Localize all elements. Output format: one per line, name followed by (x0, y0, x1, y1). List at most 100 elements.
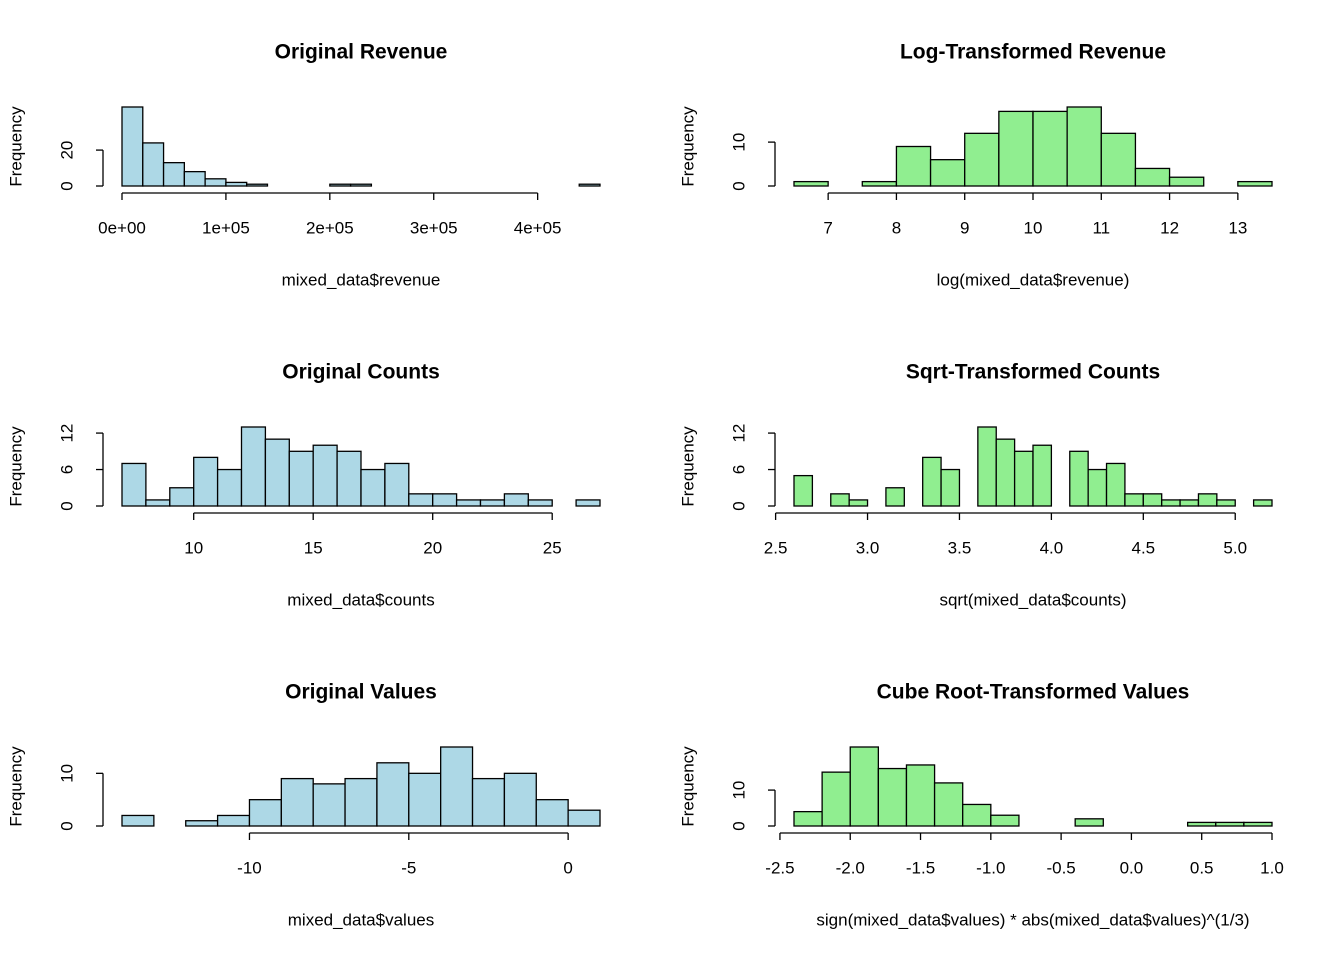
x-tick-label: 2.5 (764, 538, 788, 557)
x-tick-label: -1.0 (976, 858, 1005, 877)
bar (977, 426, 997, 507)
bar (384, 462, 410, 507)
bar (895, 145, 932, 187)
x-tick-label: -0.5 (1046, 858, 1075, 877)
bar (248, 799, 282, 827)
x-tick-label: 9 (960, 218, 969, 237)
y-tick-label: 6 (729, 465, 748, 474)
bar (1216, 499, 1236, 507)
bar (821, 771, 851, 827)
x-tick-label: 3e+05 (410, 218, 458, 237)
bar (408, 493, 434, 507)
y-tick-label: 10 (729, 781, 748, 800)
bar (793, 474, 814, 507)
bar (922, 456, 942, 507)
y-axis-label: Frequency (6, 426, 25, 507)
x-tick-label: -2.5 (765, 858, 794, 877)
bar (1013, 450, 1034, 507)
bar (142, 142, 165, 187)
y-tick-label: 6 (57, 465, 76, 474)
bar (336, 450, 362, 507)
bar (246, 183, 269, 187)
bar (225, 181, 248, 187)
bar (479, 499, 506, 507)
x-axis-label: log(mixed_data$revenue) (937, 270, 1130, 289)
y-tick-label: 10 (729, 133, 748, 152)
y-tick-label: 20 (57, 141, 76, 160)
bar (998, 110, 1034, 187)
x-tick-label: 13 (1228, 218, 1247, 237)
x-tick-label: 10 (1024, 218, 1043, 237)
x-tick-label: -10 (237, 858, 262, 877)
bar (216, 814, 251, 827)
bar (1134, 167, 1171, 187)
bar (1074, 818, 1104, 827)
y-tick-label: 0 (57, 181, 76, 190)
bar (169, 487, 195, 507)
bar (503, 493, 529, 507)
chart-title: Log-Transformed Revenue (900, 41, 1166, 64)
bar (185, 820, 219, 827)
bar (1087, 468, 1108, 507)
x-tick-label: 25 (543, 538, 562, 557)
bar (408, 772, 442, 827)
x-tick-label: 5.0 (1223, 538, 1247, 557)
bar (527, 499, 553, 507)
bar (849, 746, 880, 827)
bar (861, 180, 898, 187)
bar (1186, 821, 1217, 827)
bar (1105, 462, 1126, 507)
chart-title: Sqrt-Transformed Counts (906, 361, 1160, 384)
bar (964, 132, 1000, 187)
x-tick-label: 0.0 (1120, 858, 1144, 877)
y-axis-label: Frequency (6, 746, 25, 827)
bar (312, 783, 346, 827)
bar (288, 450, 314, 507)
bar (1032, 110, 1068, 187)
bar (885, 487, 905, 507)
y-tick-label: 0 (729, 181, 748, 190)
y-axis-label: Frequency (678, 746, 697, 827)
bar (793, 810, 823, 827)
chart-title: Original Counts (282, 361, 440, 384)
bar (877, 767, 908, 827)
bar (995, 438, 1016, 507)
y-tick-label: 0 (57, 501, 76, 510)
x-tick-label: 10 (184, 538, 203, 557)
x-tick-label: 4.5 (1131, 538, 1155, 557)
bar (121, 106, 144, 187)
bar (575, 499, 601, 507)
x-tick-label: 12 (1160, 218, 1179, 237)
bar (1032, 444, 1053, 507)
bar (349, 183, 373, 187)
bar (990, 814, 1020, 827)
bar (455, 499, 482, 507)
x-axis-label: mixed_data$counts (287, 590, 434, 609)
x-tick-label: 0e+00 (98, 218, 146, 237)
bar (432, 493, 458, 507)
bar (830, 493, 850, 507)
y-tick-label: 12 (57, 424, 76, 443)
y-tick-label: 0 (57, 821, 76, 830)
bar (940, 468, 961, 507)
bar (1252, 499, 1273, 507)
x-tick-label: 11 (1092, 218, 1110, 237)
bar (929, 159, 966, 187)
x-tick-label: 7 (823, 218, 832, 237)
bar (264, 438, 290, 507)
bar (329, 183, 352, 187)
x-axis-label: mixed_data$revenue (282, 270, 441, 289)
bar (312, 444, 338, 507)
bar (567, 809, 601, 827)
y-tick-label: 0 (729, 821, 748, 830)
bar (121, 814, 155, 827)
bar (962, 803, 992, 827)
x-tick-label: 8 (892, 218, 901, 237)
bar (848, 499, 869, 507)
bar (1142, 493, 1163, 507)
x-tick-label: -1.5 (906, 858, 935, 877)
bar (1168, 176, 1205, 187)
x-tick-label: -5 (401, 858, 416, 877)
x-tick-label: 4e+05 (514, 218, 562, 237)
